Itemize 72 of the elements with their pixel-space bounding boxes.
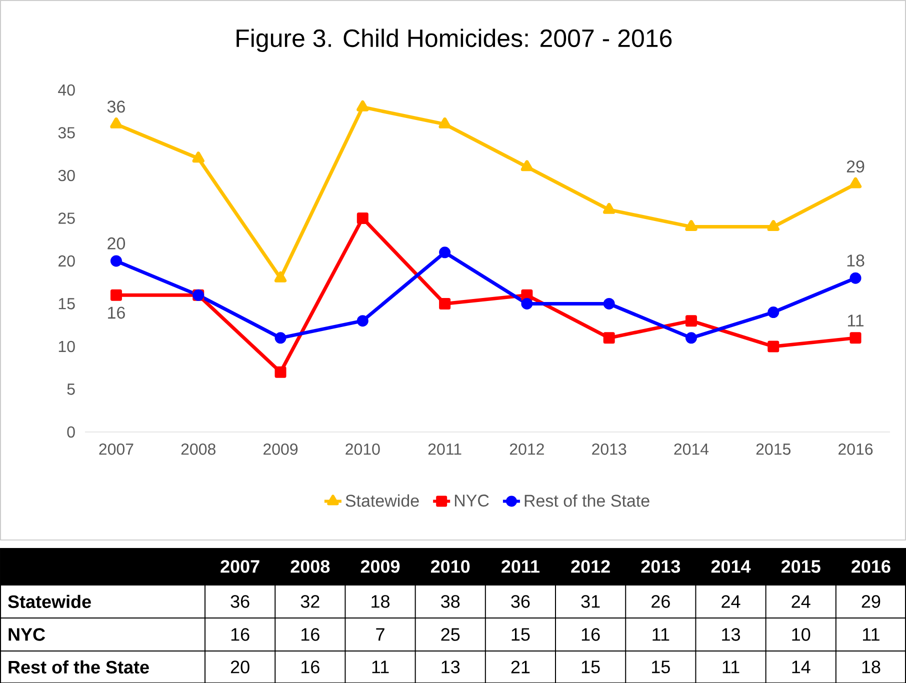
x-tick-label: 2014 [711,560,751,573]
data-label: 20 [108,237,126,250]
data-label: 26 [652,595,670,608]
y-tick-label: 35 [58,127,75,138]
data-label: 14 [792,660,810,674]
data-label: 11 [722,660,740,674]
x-tick-label: 2016 [838,444,873,455]
data-label: 13 [442,660,460,674]
x-tick-label: 2007 [220,560,260,573]
chart-title: Figure 3. Child Homicides: 2007 - 2016 [236,28,672,52]
data-label: 15 [582,660,600,674]
data-label: 24 [722,595,740,608]
data-label: 21 [511,660,530,674]
x-tick-label: 2014 [674,444,709,455]
data-label: 18 [372,595,390,608]
y-tick-label: Statewide [8,594,91,608]
y-tick-label: 30 [58,170,75,182]
data-label: 36 [230,595,250,608]
legend-label: NYC [454,494,489,507]
x-tick-label: 2008 [290,560,330,573]
data-label: 36 [511,595,530,608]
data-label: 29 [846,160,864,173]
x-tick-label: 2009 [264,444,298,455]
y-tick-label: NYC [8,628,46,641]
x-tick-label: 2013 [592,444,626,455]
legend-label: Statewide [346,494,419,507]
y-tick-label: 0 [67,426,75,438]
x-tick-label: 2012 [510,444,544,455]
data-label: 25 [441,628,460,641]
x-tick-label: 2010 [346,444,380,455]
y-tick-label: 40 [58,84,75,96]
data-label: 18 [847,254,864,267]
data-label: 11 [652,628,670,641]
y-tick-label: 10 [58,340,75,352]
x-tick-label: 2015 [781,560,820,573]
data-label: 16 [582,628,600,641]
data-label: 20 [230,660,250,674]
data-label: 11 [372,660,389,674]
y-tick-label: 5 [67,384,75,395]
y-tick-label: 25 [58,212,75,224]
data-label: 15 [512,628,530,641]
x-tick-label: 2011 [502,560,540,573]
x-tick-label: 2013 [641,560,680,573]
data-label: 32 [300,595,320,608]
data-label: 13 [722,628,740,641]
data-label: 24 [792,595,810,608]
data-label: 38 [441,595,460,608]
x-tick-label: 2011 [428,444,462,455]
data-label: 29 [862,595,880,608]
data-label: 10 [792,628,810,641]
x-tick-label: 2007 [99,444,134,455]
y-tick-label: Rest of the State [8,660,149,674]
x-tick-label: 2012 [571,560,610,573]
x-tick-label: 2016 [852,560,890,573]
data-label: 18 [862,660,880,674]
data-label: 16 [302,628,320,641]
data-label: 31 [581,595,600,608]
data-label: 36 [107,100,125,113]
data-label: 7 [376,628,384,641]
data-label: 11 [848,314,864,326]
legend-label: Rest of the State [524,494,650,507]
data-label: 15 [652,660,670,674]
x-tick-label: 2008 [181,444,216,455]
data-label: 16 [108,306,125,319]
data-label: 16 [231,628,250,641]
x-tick-label: 2015 [756,444,790,455]
x-tick-label: 2010 [430,560,470,573]
data-label: 11 [863,628,880,641]
x-tick-label: 2009 [360,560,400,573]
y-tick-label: 15 [58,298,75,310]
y-tick-label: 20 [58,255,75,267]
data-label: 16 [302,660,320,674]
